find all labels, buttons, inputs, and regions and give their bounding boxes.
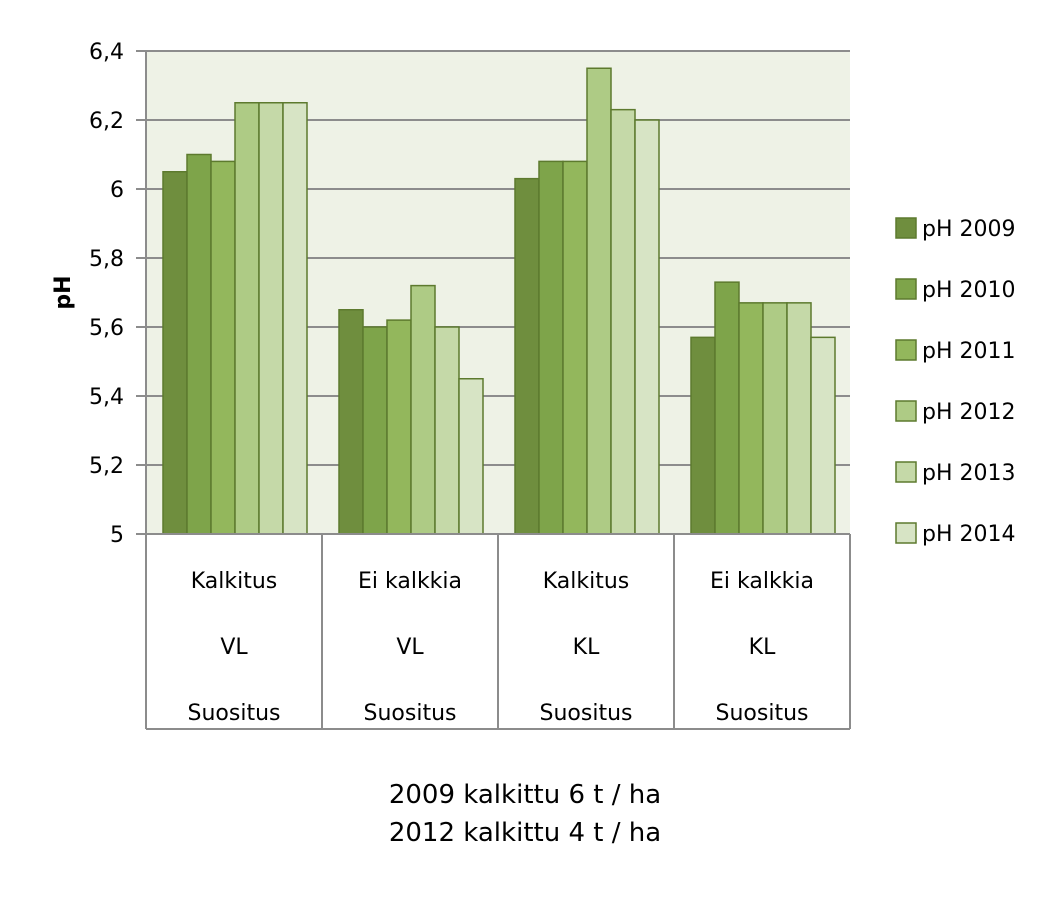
- legend-label: pH 2011: [922, 339, 1016, 364]
- legend-swatch: [895, 522, 917, 544]
- category-label: Ei kalkkia: [358, 569, 462, 594]
- ph-bar-chart: 5 5,2 5,4 5,6 5,8 6 6,2 6,4 pH Kalkitus VL Suositus…: [51, 40, 1016, 730]
- category-label: VL: [396, 635, 424, 660]
- legend-swatch: [895, 339, 917, 361]
- bar: [458, 378, 484, 535]
- category-label: Kalkitus: [191, 569, 278, 594]
- category-label: Kalkitus: [543, 569, 630, 594]
- bar: [690, 336, 716, 535]
- category-label: Suositus: [188, 701, 281, 726]
- bar: [738, 302, 764, 535]
- bar: [210, 160, 236, 535]
- legend-swatch: [895, 217, 917, 239]
- bar: [514, 177, 540, 535]
- bar: [810, 336, 836, 535]
- bar: [714, 281, 740, 535]
- category-label: Suositus: [540, 701, 633, 726]
- legend-label: pH 2009: [922, 217, 1016, 242]
- bar: [634, 119, 660, 535]
- legend-swatch: [895, 278, 917, 300]
- bar: [282, 102, 308, 535]
- category-label: KL: [749, 635, 776, 660]
- bar: [362, 326, 388, 535]
- y-tick-label: 5,4: [89, 385, 124, 410]
- bar: [258, 102, 284, 535]
- legend-swatch: [895, 400, 917, 422]
- category-label: Suositus: [716, 701, 809, 726]
- bar: [610, 108, 636, 535]
- y-axis-label: pH: [51, 275, 76, 309]
- y-tick-label: 5,8: [89, 247, 124, 272]
- y-tick-label: 5,6: [89, 316, 124, 341]
- bar: [410, 284, 436, 535]
- bar: [762, 302, 788, 535]
- bar: [562, 160, 588, 535]
- bar: [786, 302, 812, 535]
- legend-label: pH 2010: [922, 278, 1016, 303]
- bar: [338, 309, 364, 535]
- y-tick-label: 5,2: [89, 454, 124, 479]
- bar: [234, 102, 260, 535]
- bar: [538, 160, 564, 535]
- y-tick-label: 6: [110, 178, 124, 203]
- y-tick-label: 5: [110, 523, 124, 548]
- category-label: VL: [220, 635, 248, 660]
- legend-label: pH 2014: [922, 522, 1016, 547]
- legend-label: pH 2012: [922, 400, 1016, 425]
- legend-swatch: [895, 461, 917, 483]
- bar: [434, 326, 460, 535]
- bar: [386, 319, 412, 535]
- y-tick-label: 6,2: [89, 109, 124, 134]
- legend-label: pH 2013: [922, 461, 1016, 486]
- bar: [586, 67, 612, 535]
- category-label: KL: [573, 635, 600, 660]
- bar: [162, 171, 188, 535]
- category-label: Ei kalkkia: [710, 569, 814, 594]
- y-tick-label: 6,4: [89, 40, 124, 65]
- note-line-2: 2012 kalkittu 4 t / ha: [388, 818, 662, 848]
- note-line-1: 2009 kalkittu 6 t / ha: [388, 780, 662, 810]
- bar: [186, 153, 212, 535]
- category-label: Suositus: [364, 701, 457, 726]
